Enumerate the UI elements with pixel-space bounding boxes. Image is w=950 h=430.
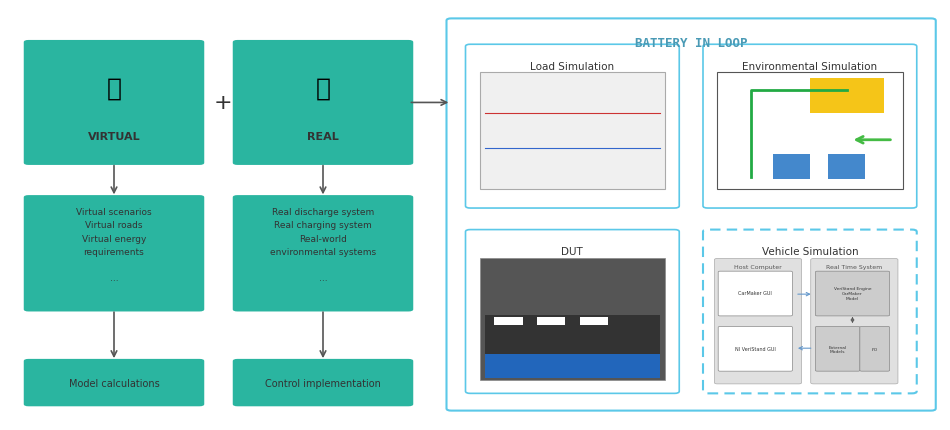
FancyBboxPatch shape [24,359,204,406]
FancyBboxPatch shape [703,45,917,209]
FancyBboxPatch shape [810,259,898,384]
FancyBboxPatch shape [480,258,665,381]
Text: 🧑: 🧑 [315,77,331,101]
FancyBboxPatch shape [828,154,865,180]
FancyBboxPatch shape [494,317,522,326]
Text: BATTERY IN LOOP: BATTERY IN LOOP [635,37,748,49]
FancyBboxPatch shape [815,327,860,371]
FancyBboxPatch shape [718,327,792,371]
FancyBboxPatch shape [484,315,660,376]
FancyBboxPatch shape [703,230,917,393]
FancyBboxPatch shape [773,154,809,180]
Text: +: + [214,93,233,113]
FancyBboxPatch shape [815,272,889,316]
Text: NI VeriStand GUI: NI VeriStand GUI [735,347,776,351]
FancyBboxPatch shape [24,41,204,166]
FancyBboxPatch shape [484,354,660,378]
FancyBboxPatch shape [480,73,665,189]
Text: CarMaker GUI: CarMaker GUI [738,291,772,296]
Text: VeriStand Engine
CarMaker
Model: VeriStand Engine CarMaker Model [834,287,871,300]
Text: REAL: REAL [307,132,339,142]
Text: Virtual scenarios
Virtual roads
Virtual energy
requirements

...: Virtual scenarios Virtual roads Virtual … [76,208,152,283]
Text: DUT: DUT [561,246,583,257]
Text: Model calculations: Model calculations [68,378,160,388]
FancyBboxPatch shape [860,327,889,371]
Text: VIRTUAL: VIRTUAL [87,132,141,142]
FancyBboxPatch shape [714,259,802,384]
FancyBboxPatch shape [537,317,565,326]
FancyBboxPatch shape [580,317,608,326]
FancyBboxPatch shape [717,73,902,189]
FancyBboxPatch shape [446,19,936,411]
Text: Real Time System: Real Time System [826,264,883,270]
FancyBboxPatch shape [466,230,679,393]
FancyBboxPatch shape [233,359,413,406]
FancyBboxPatch shape [809,79,884,114]
Text: I/O: I/O [872,347,878,351]
Text: Environmental Simulation: Environmental Simulation [742,61,878,72]
FancyBboxPatch shape [718,272,792,316]
Text: External
Models: External Models [828,345,846,353]
Text: Vehicle Simulation: Vehicle Simulation [762,246,858,257]
Text: Host Computer: Host Computer [734,264,782,270]
Text: Real discharge system
Real charging system
Real-world
environmental systems

...: Real discharge system Real charging syst… [270,208,376,283]
FancyBboxPatch shape [233,196,413,312]
FancyBboxPatch shape [24,196,204,312]
Text: 💻: 💻 [106,77,122,101]
FancyBboxPatch shape [466,45,679,209]
FancyBboxPatch shape [233,41,413,166]
Text: Load Simulation: Load Simulation [530,61,615,72]
Text: Control implementation: Control implementation [265,378,381,388]
